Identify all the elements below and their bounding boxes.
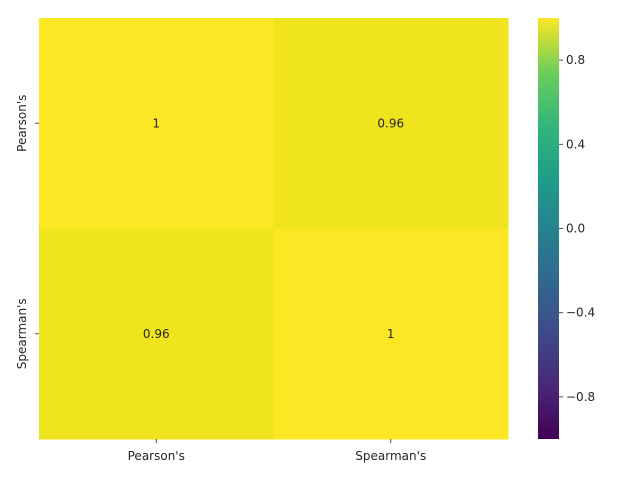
colorbar-ticks: −0.8 −0.4 0.0 0.4 0.8	[559, 53, 595, 404]
y-tick-label: Spearman's	[15, 298, 29, 369]
colorbar-tick-label: 0.8	[566, 53, 585, 67]
y-tick-label: Pearson's	[15, 95, 29, 152]
heatmap-cell	[39, 228, 274, 440]
cell-annotation: 0.96	[143, 327, 170, 341]
x-tick-label: Pearson's	[128, 449, 185, 463]
x-axis: Pearson's Spearman's	[128, 439, 426, 463]
cell-annotations: 1 0.96 0.96 1	[143, 116, 404, 341]
heatmap-cell	[39, 18, 274, 229]
heatmap-cells	[39, 18, 509, 440]
colorbar-tick-label: −0.8	[566, 390, 595, 404]
colorbar-tick-label: 0.4	[566, 137, 585, 151]
heatmap-cell	[273, 18, 509, 229]
heatmap-cell	[273, 228, 509, 440]
colorbar-tick-label: −0.4	[566, 306, 595, 320]
colorbar	[538, 18, 559, 439]
cell-annotation: 1	[387, 327, 395, 341]
y-axis: Pearson's Spearman's	[15, 95, 39, 369]
cell-annotation: 1	[152, 116, 160, 130]
cell-annotation: 0.96	[377, 116, 404, 130]
colorbar-tick-label: 0.0	[566, 222, 585, 236]
colorbar-gradient	[538, 18, 559, 439]
x-tick-label: Spearman's	[355, 449, 426, 463]
